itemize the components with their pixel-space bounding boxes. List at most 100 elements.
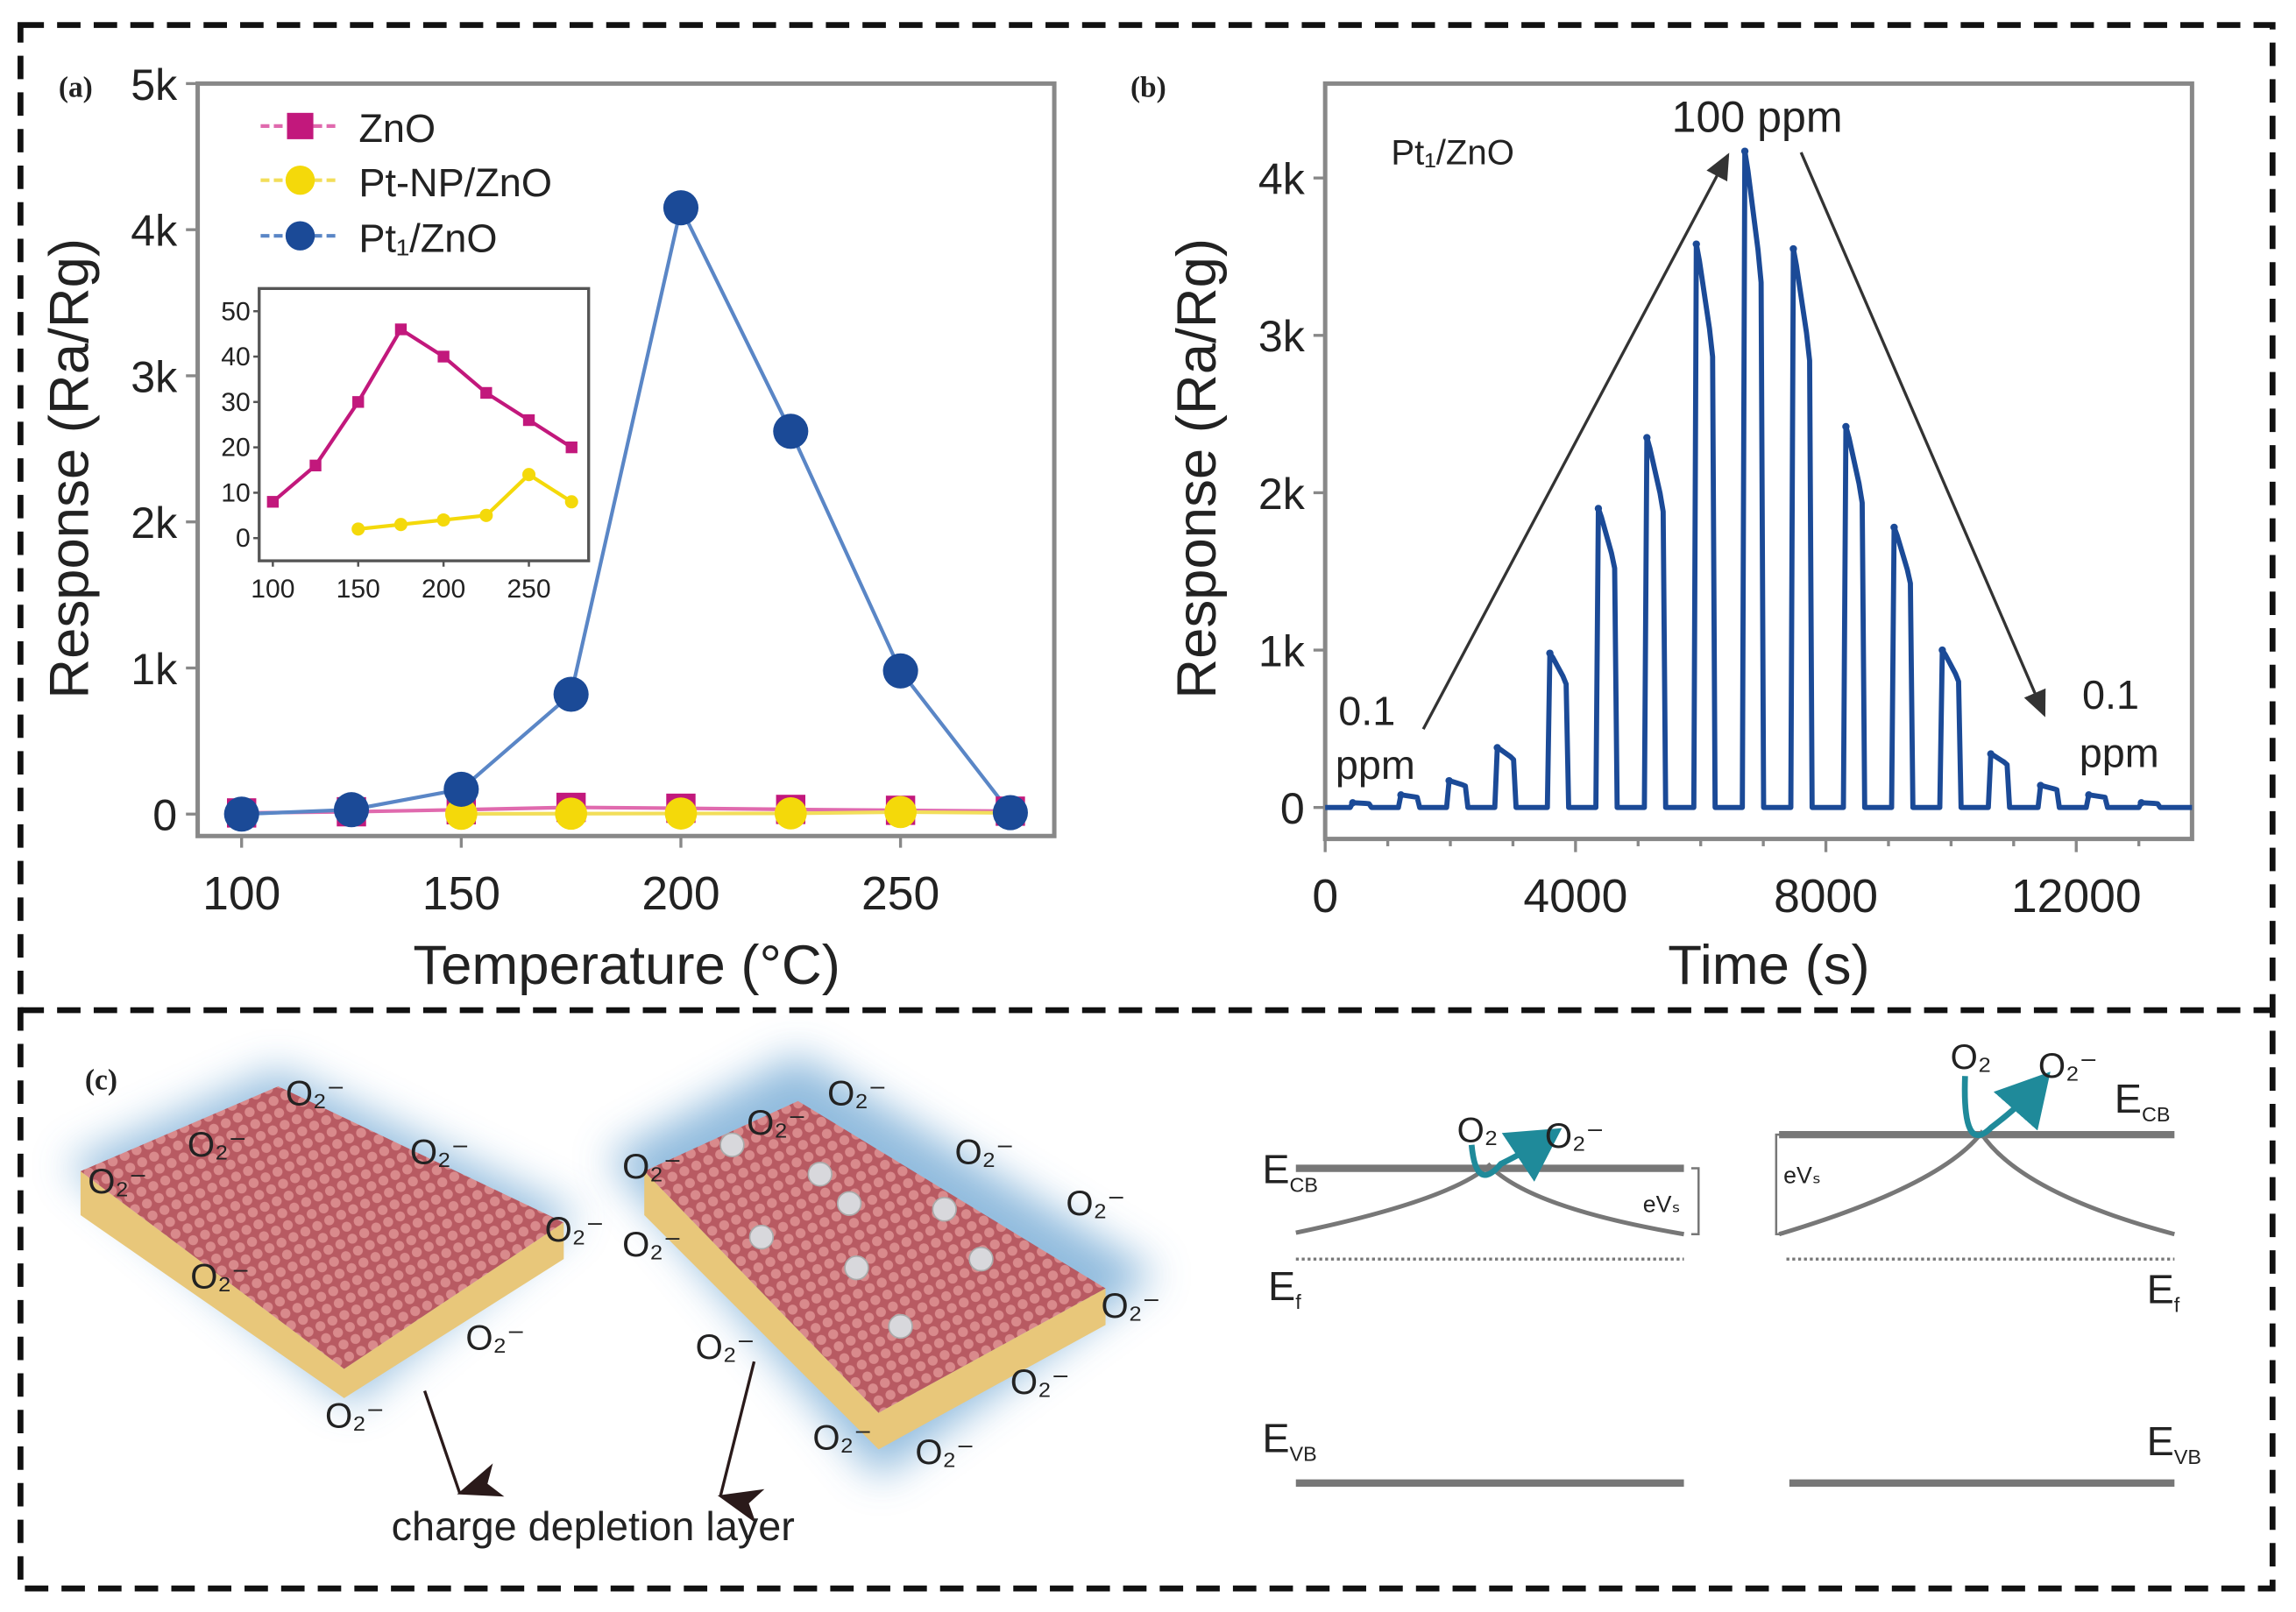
pulse-peak-point [2037, 781, 2044, 789]
end-annotation-value: 0.1 [2082, 672, 2139, 718]
y-tick-label: 4k [131, 207, 178, 256]
pulse-peak-point [1938, 646, 1946, 654]
increase-arrow [1421, 152, 1730, 731]
o2-minus-label: O₂⁻ [1066, 1184, 1125, 1223]
peak-annotation: 100 ppm [1672, 93, 1843, 142]
inset-data-point-ptnp [351, 522, 365, 536]
x-tick-label: 200 [641, 868, 719, 920]
inset-data-point-zno [522, 414, 535, 427]
legend-item-ptnp: Pt-NP/ZnO [260, 160, 552, 205]
pulse-peak-point [1740, 147, 1749, 155]
inset-data-point-ptnp [393, 518, 407, 532]
inset-y-tick-label: 0 [236, 524, 251, 553]
series-line-zno [241, 805, 1010, 815]
o2-minus-label: O₂⁻ [622, 1148, 682, 1186]
legend-label: Pt-NP/ZnO [358, 160, 552, 205]
pt-single-atom [719, 1132, 745, 1158]
circle-marker-icon [285, 221, 315, 251]
o2-minus-label: O₂⁻ [622, 1226, 682, 1264]
pt-single-atom [836, 1191, 862, 1216]
decrease-arrow [1799, 152, 2046, 718]
ef-label-left: Ef [1268, 1263, 1301, 1313]
y-axis-label: Response (Ra/Rg) [39, 238, 100, 699]
pt-single-atom [932, 1197, 957, 1222]
inset-y-tick-label: 50 [221, 297, 250, 326]
inset-series-line-zno [271, 327, 573, 504]
o2-minus-label: O₂⁻ [1102, 1287, 1161, 1326]
legend-item-pt1: Pt₁/ZnO [260, 216, 497, 261]
pulse-peak-point [1397, 791, 1405, 799]
inset-x-tick-label: 100 [251, 575, 294, 604]
zno-slab-pristine [66, 1068, 579, 1406]
inset-x-tick-label: 250 [507, 575, 550, 604]
data-point-pt1 [443, 771, 479, 807]
pt-single-atom [968, 1246, 994, 1272]
x-tick-label: 250 [861, 868, 939, 920]
inset-data-point-zno [565, 441, 578, 454]
band-labels: ECB Ef EVB eVₛ O₂ O₂⁻ ECB Ef EVB eVₛ O₂ … [1262, 1038, 2201, 1468]
response-trace [1325, 148, 2193, 810]
y-tick-label: 0 [1280, 784, 1305, 833]
evb-label-left: EVB [1262, 1416, 1316, 1466]
series-line-pt1 [241, 202, 1012, 817]
ecb-label-right: ECB [2115, 1076, 2171, 1126]
o2-minus-label: O₂⁻ [286, 1075, 345, 1114]
legend: ZnO Pt-NP/ZnO Pt₁/ZnO [260, 106, 552, 261]
barrier-bracket [1775, 1133, 1784, 1235]
x-tick-label: 12000 [2011, 871, 2142, 923]
slab-side [80, 1170, 564, 1398]
legend-label: Pt₁/ZnO [358, 216, 497, 261]
barrier-label-right: eVₛ [1783, 1162, 1821, 1188]
barrier-bracket [1690, 1167, 1700, 1235]
y-tick-label: 0 [152, 791, 177, 840]
data-point-pt1 [553, 676, 589, 712]
o2-minus-label: O₂⁻ [812, 1418, 872, 1457]
inset-data-point-zno [480, 386, 493, 399]
inset-chart: 100 150 200 250 0 10 20 30 40 50 [221, 286, 591, 604]
pt-single-atom [844, 1255, 869, 1281]
o2-minus-label: O₂⁻ [747, 1104, 806, 1142]
inset-y-tick-label: 40 [221, 343, 250, 371]
o2-minus-label: O₂⁻ [1010, 1363, 1070, 1402]
pulse-peak-point [1349, 799, 1357, 807]
inset-x-tick-label: 200 [422, 575, 465, 604]
y-axis-label: Response (Ra/Rg) [1166, 238, 1228, 699]
pt-single-atom [807, 1162, 833, 1187]
x-tick-label: 4000 [1523, 871, 1627, 923]
x-tick-label: 8000 [1774, 871, 1878, 923]
barrier-label-left: eVₛ [1643, 1191, 1681, 1218]
o2-minus-label: O₂⁻ [696, 1328, 755, 1367]
inset-data-point-ptnp [564, 495, 578, 509]
y-tick-label: 2k [131, 498, 178, 548]
o2-minus-label: O₂⁻ [545, 1211, 605, 1249]
x-tick-label: 150 [422, 868, 500, 920]
data-point-pt1 [882, 653, 918, 689]
inset-y-tick-label: 30 [221, 388, 250, 417]
panel-label-c: (c) [85, 1064, 117, 1096]
data-point-ptnp [774, 797, 807, 830]
circle-marker-icon [285, 165, 315, 195]
ef-label-right: Ef [2147, 1266, 2180, 1316]
x-axis-label: Temperature (°C) [413, 935, 840, 996]
panel-label-a: (a) [59, 71, 93, 103]
data-point-ptnp [444, 797, 478, 831]
ecb-label-left: ECB [1262, 1146, 1318, 1196]
depletion-caption: charge depletion layer [392, 1503, 795, 1549]
pt1-zno-slab [607, 1054, 1158, 1479]
evb-label-right: EVB [2147, 1418, 2201, 1468]
pulse-peak-point [1692, 240, 1700, 248]
o2-minus-label: O₂⁻ [188, 1126, 247, 1164]
o2-minus-label: O₂⁻ [88, 1163, 147, 1201]
pulse-peak-point [1546, 649, 1554, 657]
inset-data-point-zno [394, 323, 407, 336]
inset-series-line-ptnp [358, 472, 573, 531]
o2-minus-label: O₂⁻ [465, 1319, 525, 1358]
o2-minus-label: O₂⁻ [2038, 1047, 2098, 1085]
o2-minus-label: O₂⁻ [954, 1134, 1014, 1172]
electron-transfer-arrow [1961, 1071, 2051, 1138]
o2-label: O₂ [1951, 1038, 1992, 1077]
y-tick-label: 3k [1258, 312, 1306, 361]
inset-x-tick-label: 150 [337, 575, 380, 604]
pulse-peak-point [2137, 799, 2145, 807]
